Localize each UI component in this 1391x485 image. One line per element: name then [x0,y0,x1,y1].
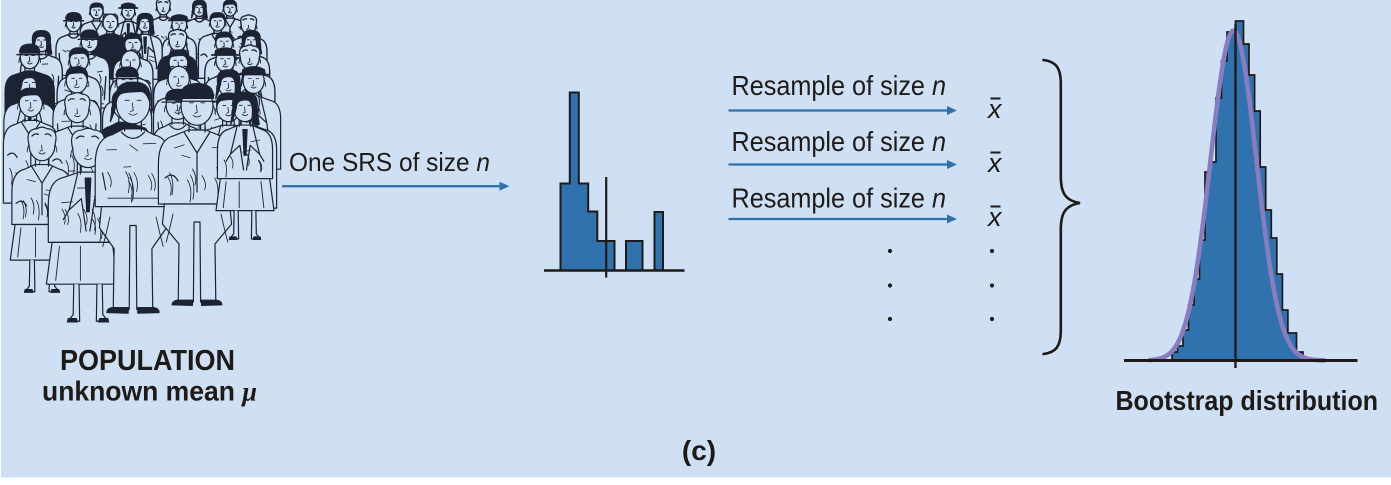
svg-text:Bootstrap distribution: Bootstrap distribution [1116,385,1379,416]
svg-text:(c): (c) [682,435,716,466]
svg-text:x: x [986,94,1003,124]
svg-text:Resample of size n: Resample of size n [732,126,947,157]
svg-text:One SRS of size n: One SRS of size n [289,147,490,177]
svg-text:unknown mean μ: unknown mean μ [42,376,257,407]
svg-text:Resample of size n: Resample of size n [732,70,947,101]
svg-text:x: x [986,148,1003,178]
svg-text:x: x [986,202,1003,232]
svg-text:Resample of size n: Resample of size n [732,183,947,214]
svg-text:POPULATION: POPULATION [60,345,235,377]
